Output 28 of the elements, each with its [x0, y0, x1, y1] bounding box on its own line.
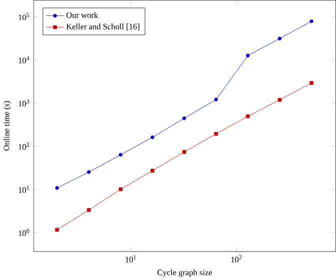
y-tick-label: 10$^{2}$: [18, 142, 30, 150]
point: [86, 170, 91, 174]
y-tick-label: 10$^{5}$: [18, 12, 30, 20]
y-tick-label: 10$^{1}$: [18, 185, 30, 193]
y-axis-title: Online time (s): [3, 101, 11, 150]
point: [278, 36, 282, 40]
legend-label: Our work: [66, 12, 98, 18]
point: [182, 150, 186, 154]
point: [246, 54, 250, 58]
y-tick-label: 10$^{3}$: [18, 99, 30, 106]
y-tick-label: 10$^{0}$: [18, 228, 30, 236]
point: [214, 132, 218, 136]
point: [182, 116, 186, 120]
y-tick-label: 10$^{4}$: [18, 56, 30, 64]
point: [246, 114, 250, 118]
point: [118, 187, 123, 191]
point: [55, 186, 59, 190]
point: [55, 228, 59, 232]
x-axis-title: Cycle graph size: [157, 269, 212, 277]
legend-label: Keller and Scholl [16]: [66, 23, 140, 30]
point: [118, 152, 123, 156]
point: [214, 97, 218, 102]
point: [310, 80, 314, 85]
point: [278, 98, 282, 102]
point: [150, 168, 154, 172]
point: [86, 208, 91, 212]
point: [150, 135, 154, 139]
point: [310, 19, 314, 23]
